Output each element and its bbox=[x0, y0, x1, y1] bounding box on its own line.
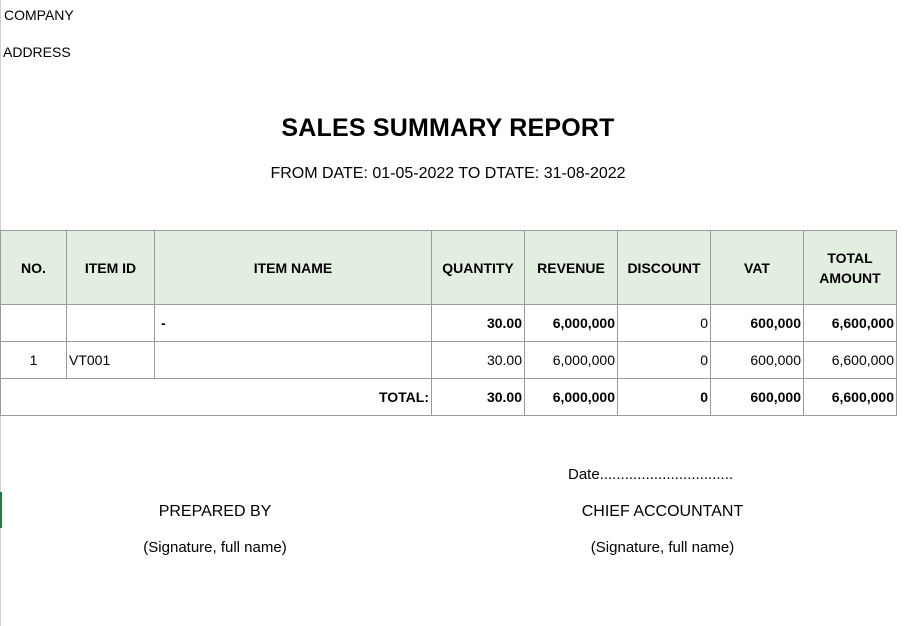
chief-accountant-signature-hint: (Signature, full name) bbox=[590, 539, 735, 556]
report-date-range: FROM DATE: 01-05-2022 TO DTATE: 31-08-20… bbox=[270, 165, 626, 182]
total-amount[interactable]: 6,600,000 bbox=[803, 378, 897, 416]
sales-summary-table: NO. ITEM ID ITEM NAME QUANTITY REVENUE D… bbox=[0, 230, 897, 416]
cell-total-amount[interactable]: 6,600,000 bbox=[803, 341, 897, 379]
report-title: SALES SUMMARY REPORT bbox=[281, 114, 615, 142]
table-header-row: NO. ITEM ID ITEM NAME QUANTITY REVENUE D… bbox=[0, 230, 897, 305]
chief-accountant-label: CHIEF ACCOUNTANT bbox=[581, 503, 744, 520]
cell-item-id[interactable] bbox=[66, 304, 155, 342]
cell-no[interactable]: 1 bbox=[0, 341, 67, 379]
col-header-item-name: ITEM NAME bbox=[154, 230, 432, 305]
cell-revenue[interactable]: 6,000,000 bbox=[524, 341, 618, 379]
total-label[interactable]: TOTAL: bbox=[0, 378, 432, 416]
total-row: TOTAL: 30.00 6,000,000 0 600,000 6,600,0… bbox=[0, 378, 897, 416]
cell-total-amount[interactable]: 6,600,000 bbox=[803, 304, 897, 342]
col-header-vat: VAT bbox=[710, 230, 804, 305]
company-address: ADDRESS bbox=[3, 44, 71, 60]
col-header-item-id: ITEM ID bbox=[66, 230, 155, 305]
cell-vat[interactable]: 600,000 bbox=[710, 341, 804, 379]
sheet-row-marker bbox=[0, 492, 2, 528]
company-name: COMPANY bbox=[4, 7, 74, 23]
total-vat[interactable]: 600,000 bbox=[710, 378, 804, 416]
total-revenue[interactable]: 6,000,000 bbox=[524, 378, 618, 416]
cell-item-id[interactable]: VT001 bbox=[66, 341, 155, 379]
cell-discount[interactable]: 0 bbox=[617, 341, 711, 379]
prepared-by-signature-hint: (Signature, full name) bbox=[143, 539, 287, 556]
cell-quantity[interactable]: 30.00 bbox=[431, 341, 525, 379]
total-quantity[interactable]: 30.00 bbox=[431, 378, 525, 416]
cell-quantity[interactable]: 30.00 bbox=[431, 304, 525, 342]
col-header-discount: DISCOUNT bbox=[617, 230, 711, 305]
prepared-by-label: PREPARED BY bbox=[158, 503, 272, 520]
date-line: Date................................ bbox=[568, 466, 734, 483]
cell-no[interactable] bbox=[0, 304, 67, 342]
col-header-quantity: QUANTITY bbox=[431, 230, 525, 305]
col-header-no: NO. bbox=[0, 230, 67, 305]
total-discount[interactable]: 0 bbox=[617, 378, 711, 416]
cell-discount[interactable]: 0 bbox=[617, 304, 711, 342]
cell-vat[interactable]: 600,000 bbox=[710, 304, 804, 342]
group-row: - 30.00 6,000,000 0 600,000 6,600,000 bbox=[0, 304, 897, 342]
cell-item-name[interactable] bbox=[154, 341, 432, 379]
table-row: 1 VT001 30.00 6,000,000 0 600,000 6,600,… bbox=[0, 341, 897, 379]
col-header-total-amount: TOTAL AMOUNT bbox=[803, 230, 897, 305]
cell-revenue[interactable]: 6,000,000 bbox=[524, 304, 618, 342]
col-header-revenue: REVENUE bbox=[524, 230, 618, 305]
cell-item-name[interactable]: - bbox=[154, 304, 432, 342]
